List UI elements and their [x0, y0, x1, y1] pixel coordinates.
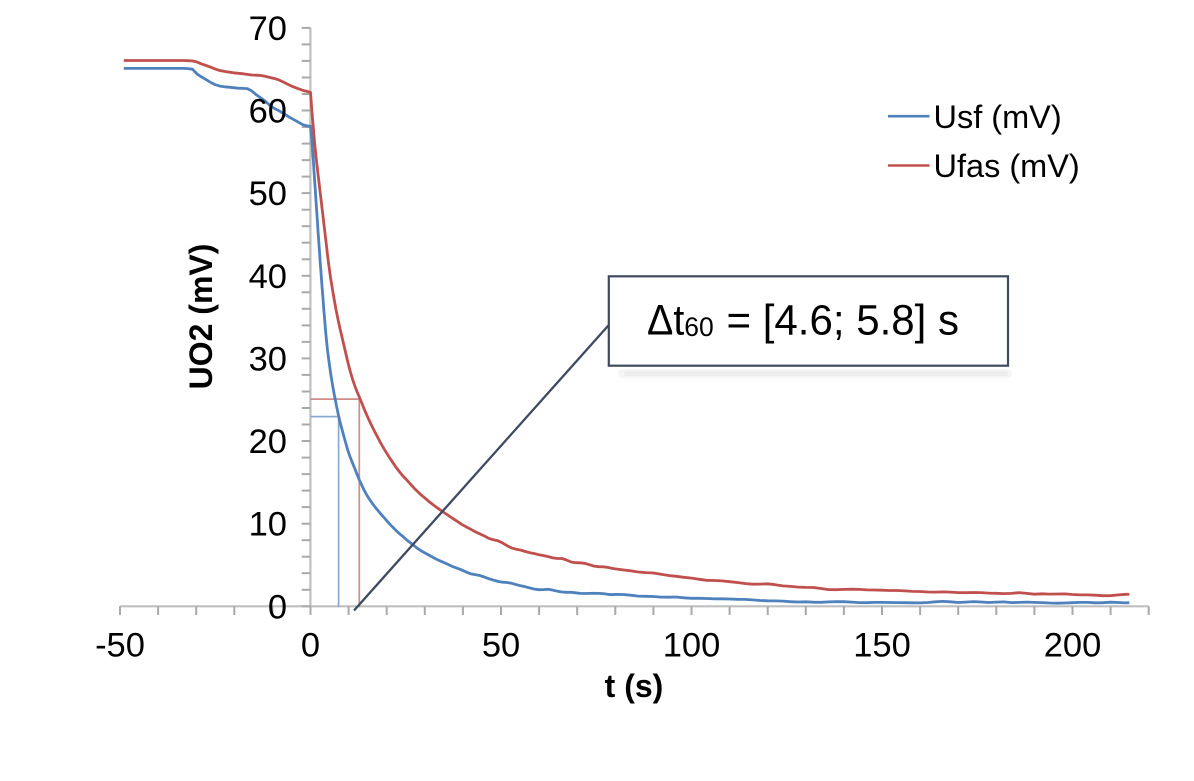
- svg-text:200: 200: [1044, 627, 1102, 665]
- svg-text:10: 10: [249, 506, 287, 544]
- svg-text:60: 60: [249, 93, 287, 131]
- svg-text:-50: -50: [95, 627, 145, 665]
- svg-text:= [4.6; 5.8] s: = [4.6; 5.8] s: [727, 296, 960, 344]
- svg-text:50: 50: [249, 175, 287, 213]
- svg-text:Δt: Δt: [647, 296, 684, 344]
- svg-text:30: 30: [249, 340, 287, 378]
- svg-text:70: 70: [249, 10, 287, 48]
- svg-text:150: 150: [853, 627, 911, 665]
- svg-text:Usf (mV): Usf (mV): [934, 99, 1062, 135]
- svg-text:Ufas (mV): Ufas (mV): [934, 148, 1080, 184]
- svg-text:UO2 (mV): UO2 (mV): [183, 244, 219, 390]
- svg-text:100: 100: [663, 627, 721, 665]
- svg-text:t (s): t (s): [605, 668, 664, 704]
- svg-text:20: 20: [249, 423, 287, 461]
- svg-text:50: 50: [482, 627, 520, 665]
- svg-text:0: 0: [268, 588, 287, 626]
- svg-text:40: 40: [249, 258, 287, 296]
- svg-text:60: 60: [684, 312, 713, 342]
- svg-text:0: 0: [301, 627, 320, 665]
